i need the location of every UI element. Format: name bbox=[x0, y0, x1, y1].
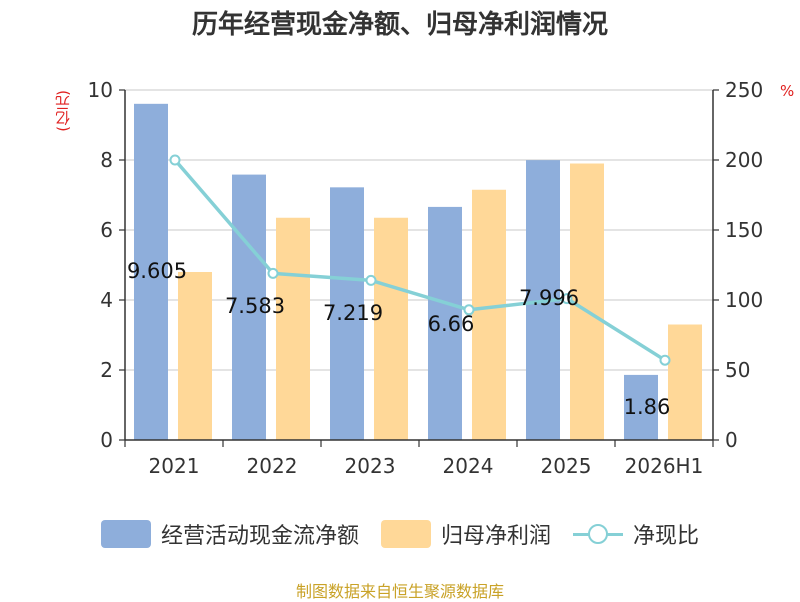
y-tick-label-right: 0 bbox=[725, 428, 738, 452]
x-tick-label: 2025 bbox=[541, 454, 592, 478]
bar-cashflow bbox=[134, 103, 168, 440]
legend-swatch-cashflow bbox=[100, 520, 151, 548]
legend-item-netprofit[interactable]: 归母净利润 bbox=[380, 518, 551, 550]
x-tick-label: 2024 bbox=[443, 454, 494, 478]
point-ratio bbox=[659, 354, 671, 366]
y-tick-label-left: 0 bbox=[100, 428, 113, 452]
y-tick-label-right: 50 bbox=[725, 358, 750, 382]
y-tick-label-right: 150 bbox=[725, 218, 763, 242]
bar-netprofit bbox=[276, 217, 310, 440]
data-source-note: 制图数据来自恒生聚源数据库 bbox=[295, 582, 504, 601]
legend-label-netprofit: 归母净利润 bbox=[440, 524, 551, 549]
point-ratio bbox=[561, 293, 573, 305]
bar-netprofit bbox=[178, 272, 212, 440]
data-label-cashflow: 9.605 bbox=[127, 259, 187, 283]
bar-netprofit bbox=[668, 324, 702, 440]
y-tick-label-right: 200 bbox=[725, 148, 763, 172]
bar-cashflow bbox=[624, 374, 658, 440]
data-label-cashflow: 7.219 bbox=[323, 301, 383, 325]
y-axis-right-label: % bbox=[780, 82, 795, 100]
point-ratio bbox=[365, 274, 377, 286]
x-tick-label: 2021 bbox=[149, 454, 200, 478]
x-tick-label: 2023 bbox=[345, 454, 396, 478]
y-tick-label-right: 250 bbox=[725, 78, 763, 102]
y-tick-label-left: 2 bbox=[100, 358, 113, 382]
point-ratio bbox=[267, 267, 279, 279]
bar-netprofit bbox=[472, 189, 506, 440]
bar-cashflow bbox=[428, 206, 462, 440]
bar-netprofit bbox=[374, 217, 408, 440]
legend: 经营活动现金流净额 归母净利润 净现比 bbox=[0, 518, 800, 550]
y-tick-label-left: 8 bbox=[100, 148, 113, 172]
bar-netprofit bbox=[570, 163, 604, 440]
y-tick-label-left: 10 bbox=[88, 78, 113, 102]
legend-item-cashflow[interactable]: 经营活动现金流净额 bbox=[100, 518, 359, 550]
point-ratio bbox=[169, 154, 181, 166]
y-tick-label-left: 6 bbox=[100, 218, 113, 242]
y-tick-label-left: 4 bbox=[100, 288, 113, 312]
legend-swatch-ratio bbox=[573, 520, 623, 548]
y-tick-label-right: 100 bbox=[725, 288, 763, 312]
legend-label-cashflow: 经营活动现金流净额 bbox=[160, 524, 359, 549]
data-label-cashflow: 7.996 bbox=[519, 286, 579, 310]
data-label-cashflow: 1.86 bbox=[624, 395, 671, 419]
bar-cashflow bbox=[330, 187, 364, 440]
data-label-cashflow: 6.66 bbox=[428, 312, 475, 336]
legend-swatch-netprofit bbox=[380, 520, 431, 548]
legend-item-ratio[interactable]: 净现比 bbox=[573, 518, 699, 550]
x-tick-label: 2022 bbox=[247, 454, 298, 478]
data-label-cashflow: 7.583 bbox=[225, 294, 285, 318]
bar-cashflow bbox=[232, 174, 266, 440]
chart-title: 历年经营现金净额、归母净利润情况 bbox=[191, 10, 608, 40]
point-ratio bbox=[463, 304, 475, 316]
legend-label-ratio: 净现比 bbox=[633, 524, 700, 549]
x-tick-label: 2026H1 bbox=[625, 454, 704, 478]
line-ratio bbox=[173, 158, 666, 362]
